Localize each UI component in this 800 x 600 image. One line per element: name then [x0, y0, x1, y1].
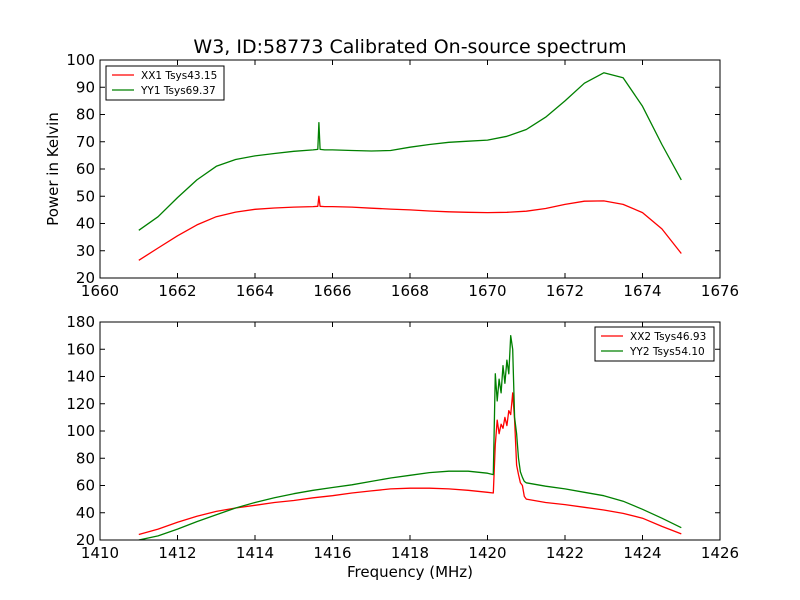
y-tick-label: 100 [66, 422, 95, 440]
x-tick-label: 1676 [701, 282, 739, 300]
y-tick-label: 80 [76, 449, 95, 467]
x-tick-label: 1660 [81, 282, 119, 300]
y-tick-label: 50 [76, 187, 95, 205]
legend-label: YY1 Tsys69.37 [140, 85, 216, 97]
x-tick-label: 1422 [546, 544, 584, 562]
x-tick-label: 1662 [158, 282, 196, 300]
plots-group: 1660 1662 1664 1666 1668 1670 1672 1674 1676 20 30… [44, 51, 739, 581]
x-tick-label: 1410 [81, 544, 119, 562]
y-tick-label: 60 [76, 477, 95, 495]
subplot-1: 1660 1662 1664 1666 1668 1670 1672 1674 1676 20 30… [44, 51, 739, 300]
y-tick-label: 40 [76, 504, 95, 522]
x-tick-label: 1664 [236, 282, 274, 300]
y-tick-label: 60 [76, 160, 95, 178]
y-axis-label: Power in Kelvin [44, 112, 62, 226]
x-tick-label: 1424 [623, 544, 661, 562]
y-tick-label: 40 [76, 215, 95, 233]
legend-label: YY2 Tsys54.10 [629, 346, 705, 358]
x-tick-label: 1412 [158, 544, 196, 562]
subplot-2: 1410 1412 1414 1416 1418 1420 1422 1424 1426 20 40… [66, 313, 739, 581]
y-tick-label: 140 [66, 368, 95, 386]
x-tick-label: 1416 [313, 544, 351, 562]
series-line-1 [138, 392, 682, 536]
y-tick-label: 80 [76, 106, 95, 124]
y-tick-label: 20 [76, 269, 95, 287]
series-line-2 [138, 334, 682, 540]
y-tick-label: 70 [76, 133, 95, 151]
x-tick-label: 1414 [236, 544, 274, 562]
series-line-1 [138, 195, 682, 261]
y-tick-label: 90 [76, 78, 95, 96]
y-tick-label: 100 [66, 51, 95, 69]
y-tick-label: 180 [66, 313, 95, 331]
legend-label: XX1 Tsys43.15 [141, 70, 217, 82]
x-tick-label: 1418 [391, 544, 429, 562]
y-tick-label: 20 [76, 531, 95, 549]
y-tick-label: 120 [66, 395, 95, 413]
legend-label: XX2 Tsys46.93 [630, 331, 706, 343]
y-tick-label: 30 [76, 242, 95, 260]
series-line-2 [138, 72, 682, 231]
x-axis-label: Frequency (MHz) [347, 563, 473, 581]
legend-box [594, 326, 715, 362]
x-tick-label: 1674 [623, 282, 661, 300]
x-tick-label: 1668 [391, 282, 429, 300]
x-tick-label: 1666 [313, 282, 351, 300]
legend-box [105, 65, 225, 101]
x-tick-label: 1420 [468, 544, 506, 562]
figure-title: W3, ID:58773 Calibrated On-source spectr… [193, 36, 626, 58]
x-tick-label: 1672 [546, 282, 584, 300]
x-tick-label: 1670 [468, 282, 506, 300]
y-tick-label: 160 [66, 340, 95, 358]
x-tick-label: 1426 [701, 544, 739, 562]
